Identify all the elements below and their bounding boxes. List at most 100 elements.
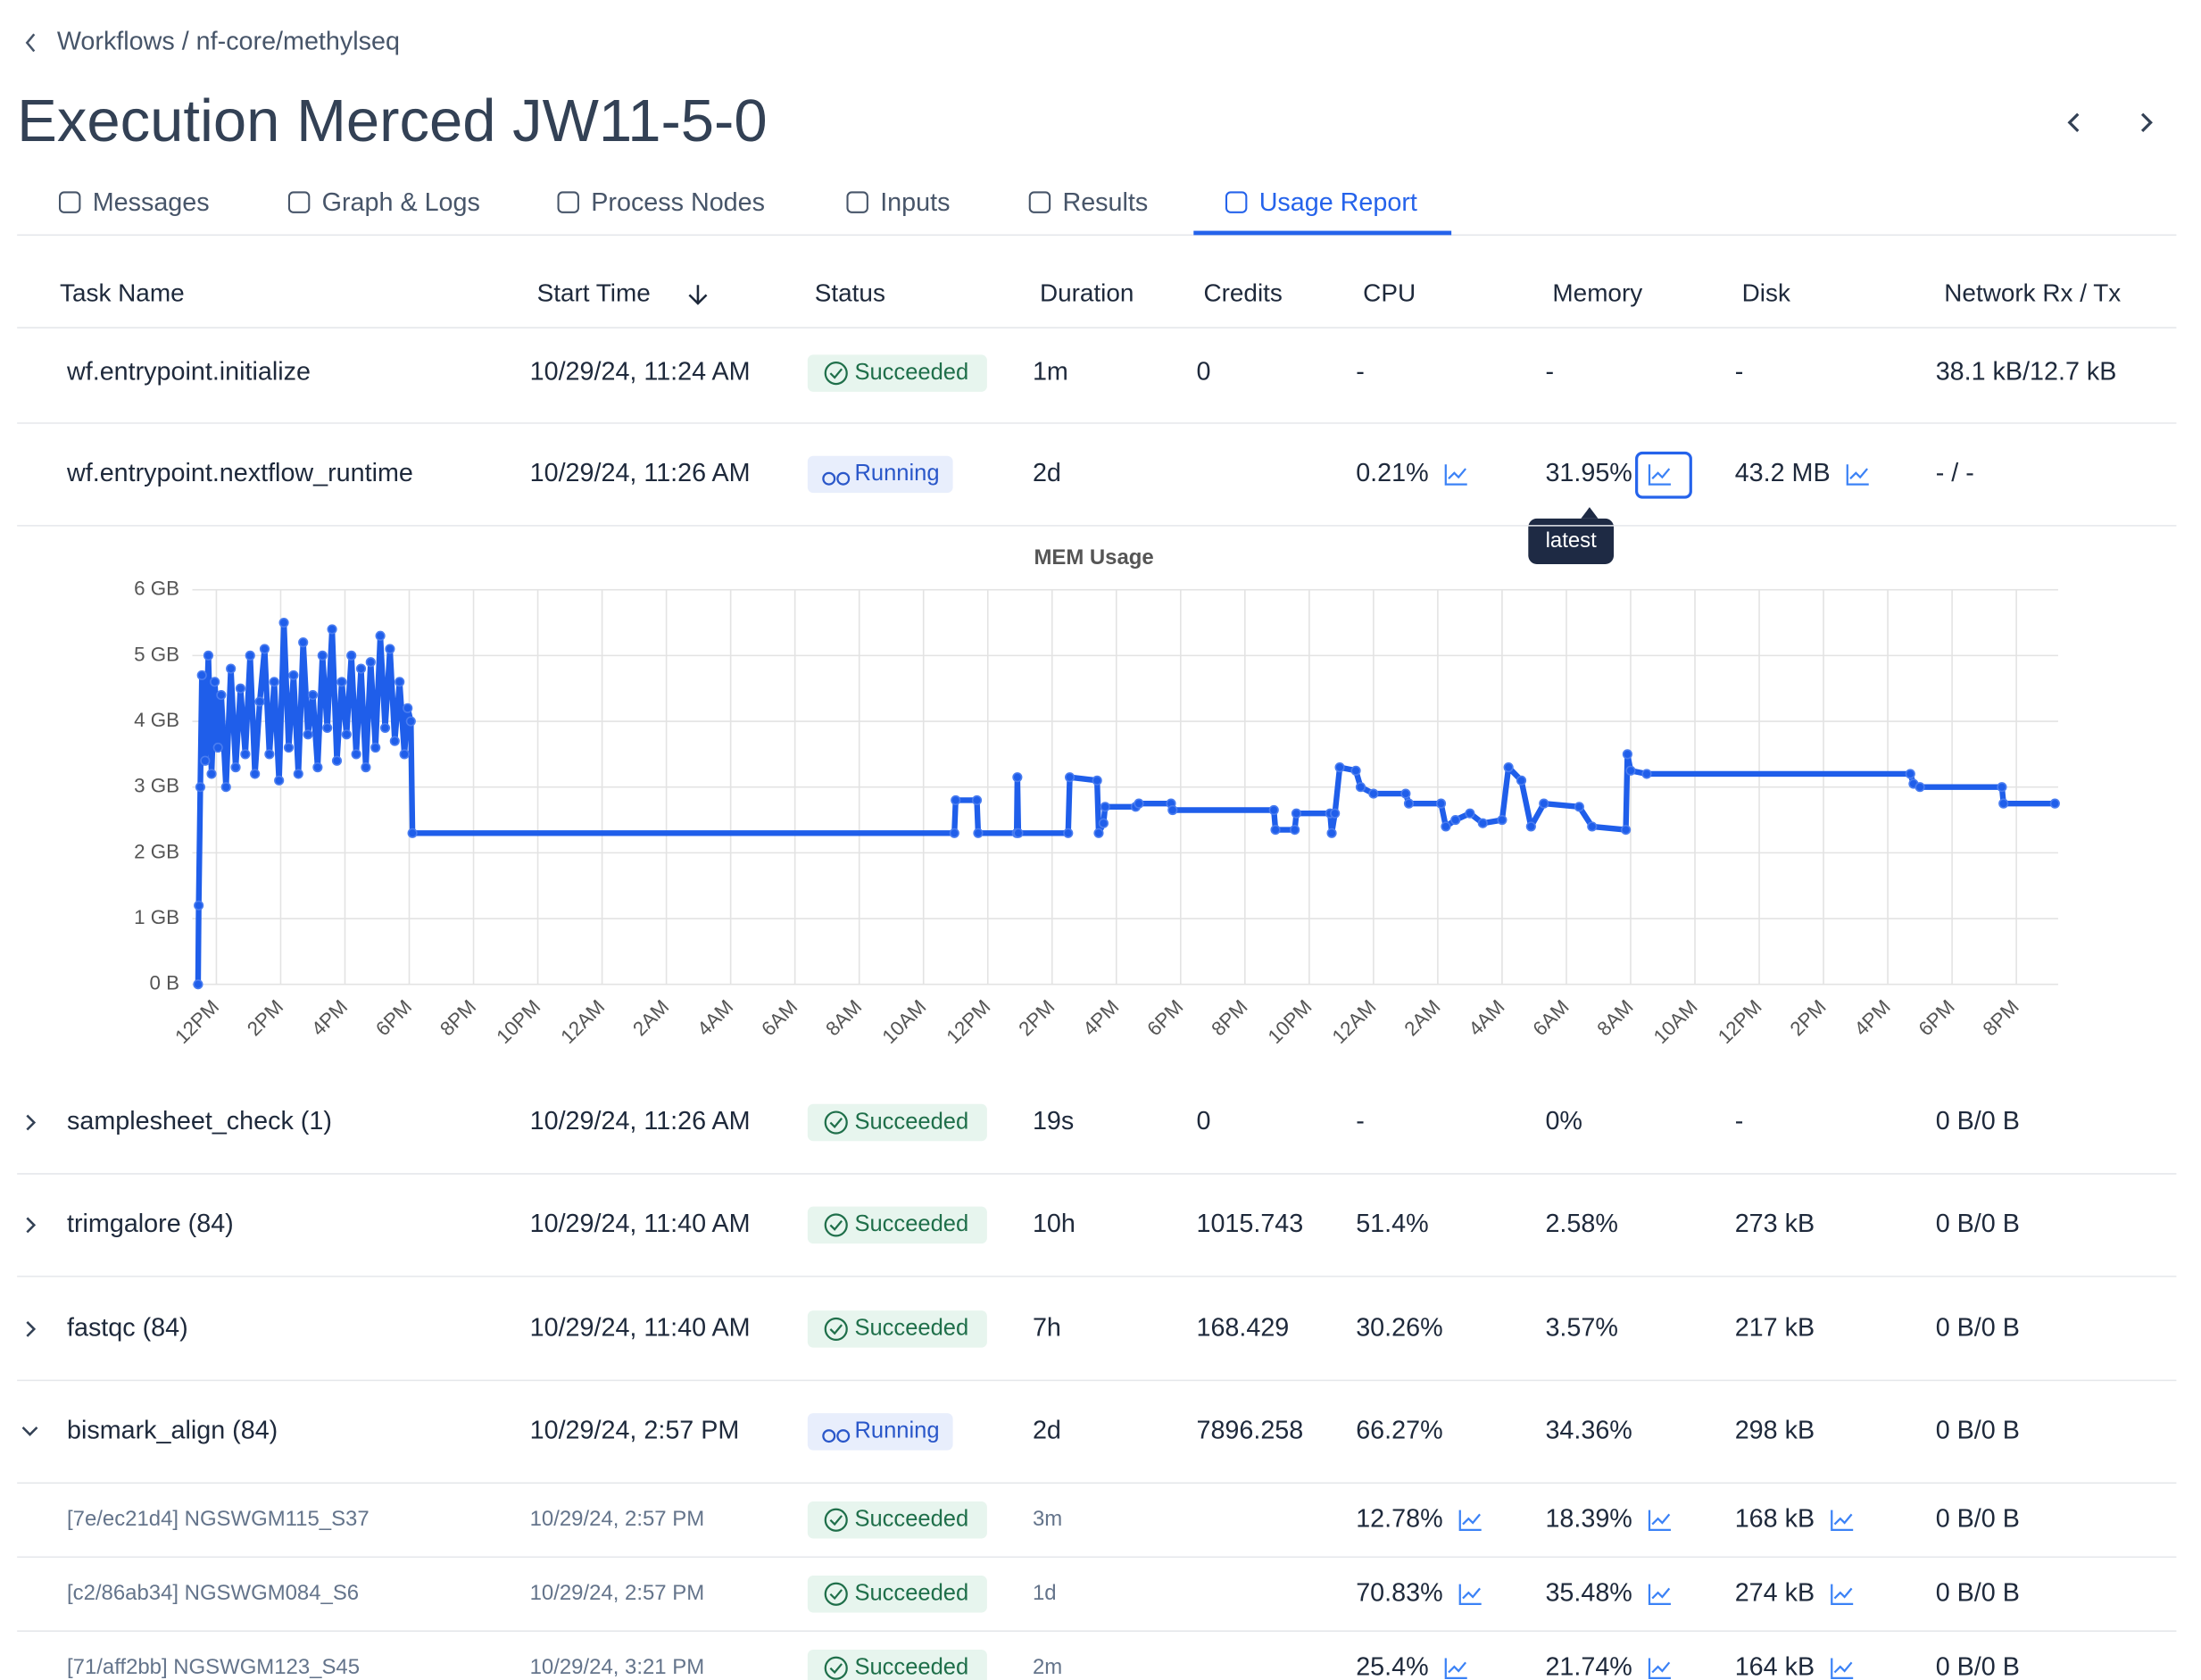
status-badge [807,1575,987,1613]
cell: samplesheet_check (1) [67,1107,332,1135]
memory-point [1290,825,1300,836]
memory-point [341,729,352,740]
memory-point [1497,814,1507,826]
status-icon [824,1508,848,1532]
chart-button[interactable] [1444,464,1467,486]
cell: 34.36% [1545,1416,1632,1444]
memory-point [949,828,959,838]
tab-icon[interactable] [1225,191,1248,213]
memory-point [240,749,251,760]
memory-point [973,828,984,838]
cell: - [1735,358,1744,387]
cell: - / - [1936,459,1974,487]
memory-point [283,742,295,753]
chart-button[interactable] [1831,1658,1854,1680]
cell: - [1356,358,1365,387]
x-tick-label: 12PM [170,995,223,1048]
memory-point [1330,808,1341,819]
chart-button[interactable] [1831,1510,1854,1532]
prev-button[interactable] [2067,112,2080,132]
cell: 70.83% [1356,1578,1442,1607]
tooltip-box [1528,518,1615,564]
memory-point [216,689,227,701]
cell: 10h [1033,1210,1076,1238]
next-button[interactable] [2140,112,2153,132]
cell: 10/29/24, 11:26 AM [530,1107,751,1135]
memory-point [1905,769,1915,779]
x-tick-label: 12PM [1714,995,1766,1048]
chart-button[interactable] [1648,1658,1671,1680]
status-text: Succeeded [854,1580,968,1605]
cell: 0.21% [1356,459,1428,487]
chart-button[interactable] [1458,1584,1482,1606]
memory-point [195,782,206,793]
cell: 0 [1196,358,1210,387]
tab[interactable]: Results [1062,188,1148,217]
expand-toggle[interactable] [26,1114,37,1131]
chart-button[interactable] [1458,1510,1482,1532]
tab[interactable]: Graph & Logs [322,188,480,217]
chart-button[interactable] [1648,1584,1671,1606]
x-tick-label: 10AM [878,995,931,1048]
tab[interactable]: Process Nodes [591,188,765,217]
cell: 66.27% [1356,1416,1442,1444]
expand-toggle[interactable] [26,1217,37,1234]
cell: 10/29/24, 11:40 AM [530,1210,751,1238]
tab-icon[interactable] [1028,191,1051,213]
memory-point [288,670,299,681]
memory-point [1503,762,1514,773]
memory-point [1465,808,1475,819]
memory-point [230,762,241,773]
cell: 217 kB [1735,1314,1815,1343]
chart-button-active[interactable] [1635,451,1692,499]
tab[interactable]: Usage Report [1259,188,1417,217]
status-icon [829,1515,843,1526]
cell: 2d [1033,1416,1061,1444]
cell: 7896.258 [1196,1416,1303,1444]
cell: wf.entrypoint.nextflow_runtime [66,459,413,487]
memory-point [1326,828,1337,838]
memory-point [1134,798,1144,809]
memory-point [1400,788,1411,799]
status-text: Succeeded [854,1316,968,1341]
x-tick-label: 4PM [307,995,352,1040]
cell: 1015.743 [1196,1210,1303,1238]
page-title: Execution Merced JW11-5-0 [17,87,768,154]
x-tick-label: 4AM [1464,995,1508,1040]
cell: fastqc (84) [67,1314,188,1343]
chart-button[interactable] [1648,464,1671,486]
chart-button[interactable] [1831,1584,1854,1606]
cell: - [1356,1107,1365,1135]
memory-point [1525,821,1536,832]
y-tick-label: 6 GB [134,578,179,600]
memory-point [254,696,265,707]
tab-icon[interactable] [58,191,81,213]
expand-toggle[interactable] [26,1321,37,1337]
column-header[interactable]: Start Time [537,279,651,307]
memory-point [200,755,211,766]
cell: 0 B/0 B [1936,1652,2020,1680]
tab[interactable]: Messages [93,188,210,217]
y-tick-label: 3 GB [134,775,179,797]
sort-icon[interactable] [688,285,708,305]
back-icon[interactable] [25,33,36,53]
tab[interactable]: Inputs [880,188,950,217]
memory-point [1516,775,1527,786]
chart-button[interactable] [1648,1510,1671,1532]
chart-button[interactable] [1444,1658,1467,1680]
memory-point [1013,828,1024,838]
x-tick-label: 12AM [556,995,609,1048]
memory-point [269,677,279,687]
y-tick-label: 4 GB [134,709,179,731]
chart-button[interactable] [1846,464,1869,486]
expand-toggle[interactable] [21,1426,38,1436]
status-icon [824,1110,848,1135]
y-tick-label: 0 B [150,972,180,994]
cell: trimgalore (84) [67,1210,234,1238]
tab-icon[interactable] [557,191,579,213]
tab-icon[interactable] [846,191,868,213]
breadcrumb[interactable]: Workflows / nf-core/methylseq [57,28,400,56]
x-tick-label: 10PM [1264,995,1316,1048]
tab-icon[interactable] [287,191,311,213]
status-text: Succeeded [854,360,968,385]
